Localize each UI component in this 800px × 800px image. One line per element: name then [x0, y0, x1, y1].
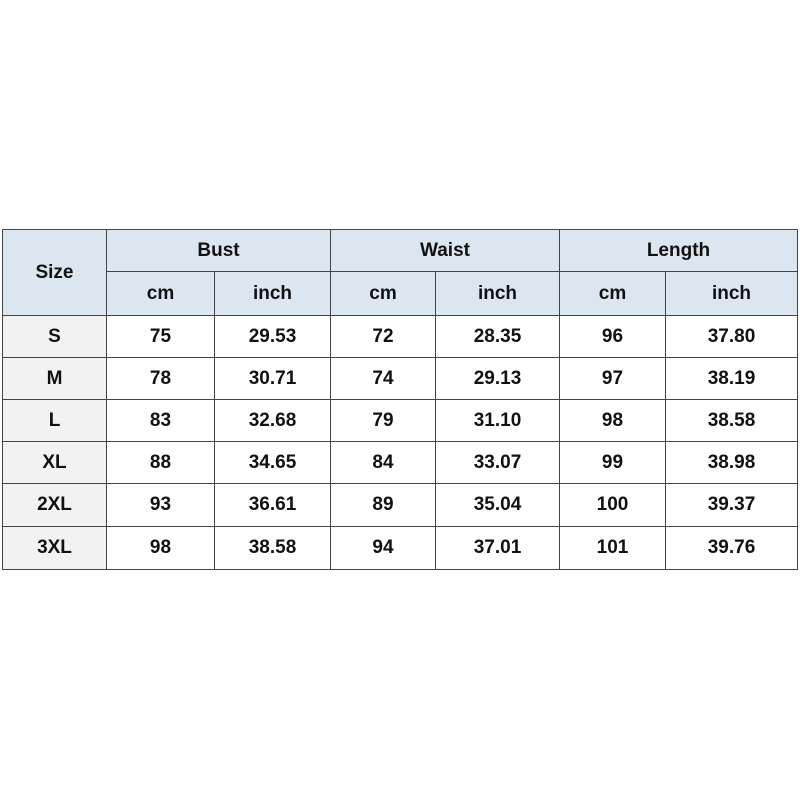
bust-header: Bust: [106, 229, 331, 272]
length-header: Length: [559, 229, 798, 272]
value-cell: 94: [330, 526, 436, 570]
size-cell: 3XL: [2, 526, 107, 570]
value-cell: 99: [559, 441, 666, 484]
table-row: M 78 30.71 74 29.13 97 38.19: [2, 357, 798, 400]
table-row: 2XL 93 36.61 89 35.04 100 39.37: [2, 483, 798, 527]
value-cell: 78: [106, 357, 215, 400]
value-cell: 33.07: [435, 441, 560, 484]
value-cell: 37.80: [665, 315, 798, 358]
value-cell: 35.04: [435, 483, 560, 527]
value-cell: 36.61: [214, 483, 331, 527]
value-cell: 38.58: [214, 526, 331, 570]
value-cell: 97: [559, 357, 666, 400]
size-cell: L: [2, 399, 107, 442]
size-cell: S: [2, 315, 107, 358]
unit-header: cm: [106, 271, 215, 316]
value-cell: 38.58: [665, 399, 798, 442]
table-row: S 75 29.53 72 28.35 96 37.80: [2, 315, 798, 358]
value-cell: 38.98: [665, 441, 798, 484]
value-cell: 100: [559, 483, 666, 527]
value-cell: 84: [330, 441, 436, 484]
value-cell: 28.35: [435, 315, 560, 358]
value-cell: 39.37: [665, 483, 798, 527]
value-cell: 72: [330, 315, 436, 358]
value-cell: 93: [106, 483, 215, 527]
value-cell: 37.01: [435, 526, 560, 570]
value-cell: 89: [330, 483, 436, 527]
value-cell: 74: [330, 357, 436, 400]
unit-header: cm: [330, 271, 436, 316]
unit-header: inch: [435, 271, 560, 316]
size-cell: 2XL: [2, 483, 107, 527]
value-cell: 79: [330, 399, 436, 442]
value-cell: 29.53: [214, 315, 331, 358]
value-cell: 39.76: [665, 526, 798, 570]
unit-header: inch: [665, 271, 798, 316]
value-cell: 34.65: [214, 441, 331, 484]
value-cell: 83: [106, 399, 215, 442]
value-cell: 31.10: [435, 399, 560, 442]
table-row: XL 88 34.65 84 33.07 99 38.98: [2, 441, 798, 484]
value-cell: 29.13: [435, 357, 560, 400]
size-chart-table: Size Bust Waist Length cm inch cm inch cm inc…: [2, 229, 798, 570]
table-row: L 83 32.68 79 31.10 98 38.58: [2, 399, 798, 442]
value-cell: 32.68: [214, 399, 331, 442]
value-cell: 98: [559, 399, 666, 442]
table-row: 3XL 98 38.58 94 37.01 101 39.76: [2, 526, 798, 570]
value-cell: 96: [559, 315, 666, 358]
value-cell: 75: [106, 315, 215, 358]
unit-header: cm: [559, 271, 666, 316]
size-header: Size: [2, 229, 107, 316]
size-cell: XL: [2, 441, 107, 484]
value-cell: 98: [106, 526, 215, 570]
size-cell: M: [2, 357, 107, 400]
value-cell: 30.71: [214, 357, 331, 400]
value-cell: 101: [559, 526, 666, 570]
unit-header: inch: [214, 271, 331, 316]
value-cell: 38.19: [665, 357, 798, 400]
value-cell: 88: [106, 441, 215, 484]
waist-header: Waist: [330, 229, 560, 272]
